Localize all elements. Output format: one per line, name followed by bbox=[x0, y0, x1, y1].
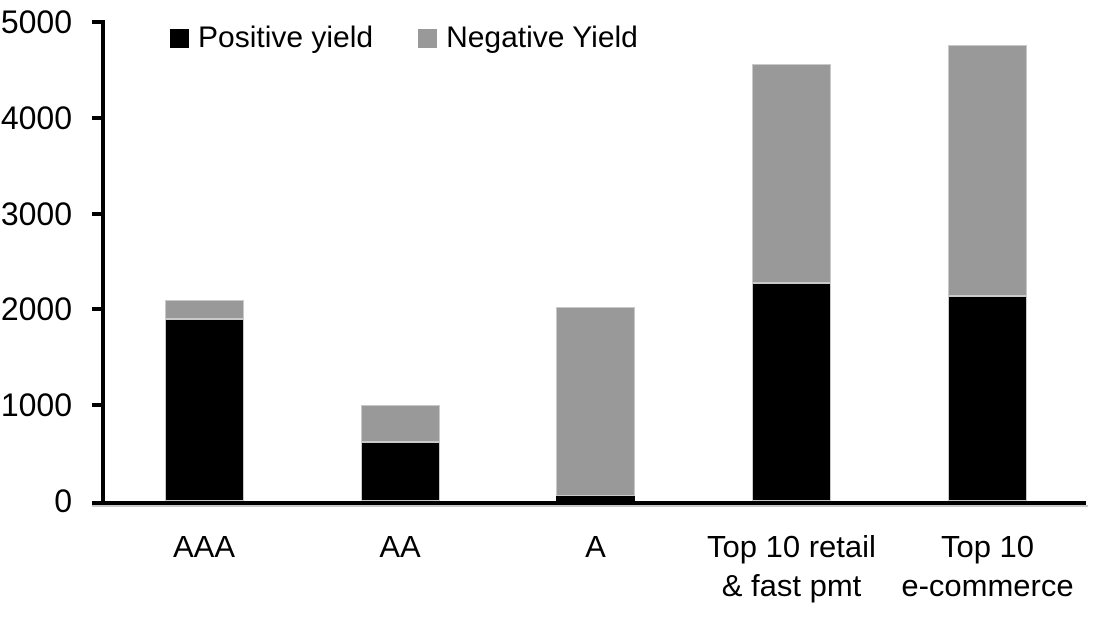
bar-segment-a-negative-yield bbox=[556, 306, 635, 497]
legend-swatch-negative-yield bbox=[418, 28, 438, 48]
bar-segment-aa-positive-yield bbox=[360, 441, 440, 501]
y-tick-label-1000: 1000 bbox=[0, 387, 72, 424]
x-axis-line bbox=[92, 501, 1086, 505]
bar-segment-a-positive-yield bbox=[556, 496, 635, 501]
legend-label-positive-yield: Positive yield bbox=[198, 21, 374, 54]
y-tick-mark-5000 bbox=[92, 20, 105, 24]
x-category-label-top-10-e-commerce: Top 10 e-commerce bbox=[901, 529, 1074, 603]
y-tick-mark-2000 bbox=[92, 307, 105, 312]
y-tick-label-3000: 3000 bbox=[0, 195, 72, 232]
bar-segment-top-10-e-commerce-positive-yield bbox=[948, 295, 1027, 501]
y-tick-label-5000: 5000 bbox=[0, 4, 72, 40]
bar-segment-aaa-positive-yield bbox=[164, 318, 244, 501]
legend-label-negative-yield: Negative Yield bbox=[446, 21, 638, 54]
bar-segment-top-10-retail-fast-pmt-positive-yield bbox=[752, 282, 831, 501]
bar-segment-top-10-e-commerce-negative-yield bbox=[948, 44, 1027, 296]
x-axis-shadow bbox=[92, 505, 1088, 507]
y-tick-label-2000: 2000 bbox=[0, 291, 72, 328]
chart-legend: Positive yield Negative Yield bbox=[170, 21, 638, 54]
bar-segment-aaa-negative-yield bbox=[164, 299, 244, 319]
y-tick-mark-1000 bbox=[92, 403, 105, 408]
bar-segment-aa-negative-yield bbox=[360, 405, 440, 442]
y-tick-mark-4000 bbox=[92, 115, 105, 120]
x-category-label-top-10-retail-fast-pmt: Top 10 retail & fast pmt bbox=[707, 529, 876, 603]
y-tick-mark-3000 bbox=[92, 211, 105, 216]
legend-item-positive-yield: Positive yield bbox=[170, 21, 374, 54]
bar-segment-top-10-retail-fast-pmt-negative-yield bbox=[752, 64, 831, 283]
y-tick-label-4000: 4000 bbox=[0, 99, 72, 136]
legend-item-negative-yield: Negative Yield bbox=[418, 21, 638, 54]
legend-swatch-positive-yield bbox=[170, 28, 189, 48]
x-category-label-a: A bbox=[585, 529, 606, 564]
y-axis-line bbox=[101, 20, 105, 505]
y-tick-label-0: 0 bbox=[54, 483, 72, 519]
x-category-label-aa: AA bbox=[379, 529, 421, 564]
x-category-label-aaa: AAA bbox=[172, 529, 236, 564]
